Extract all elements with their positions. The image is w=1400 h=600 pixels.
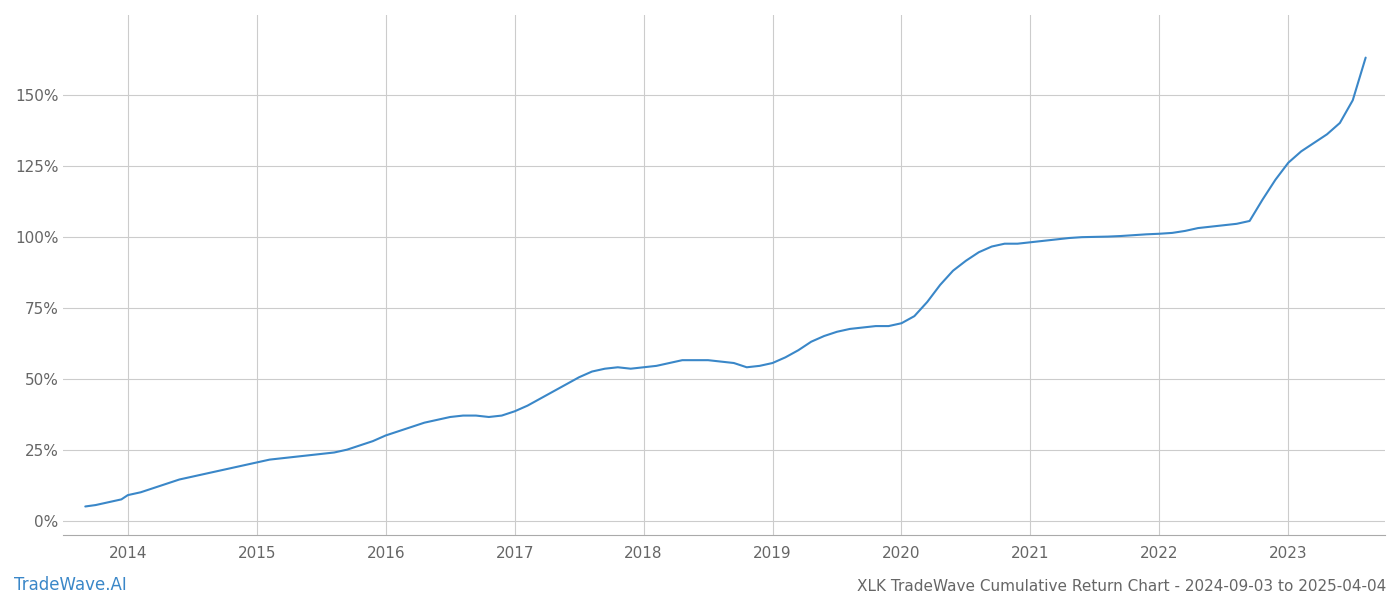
Text: XLK TradeWave Cumulative Return Chart - 2024-09-03 to 2025-04-04: XLK TradeWave Cumulative Return Chart - … bbox=[857, 579, 1386, 594]
Text: TradeWave.AI: TradeWave.AI bbox=[14, 576, 127, 594]
